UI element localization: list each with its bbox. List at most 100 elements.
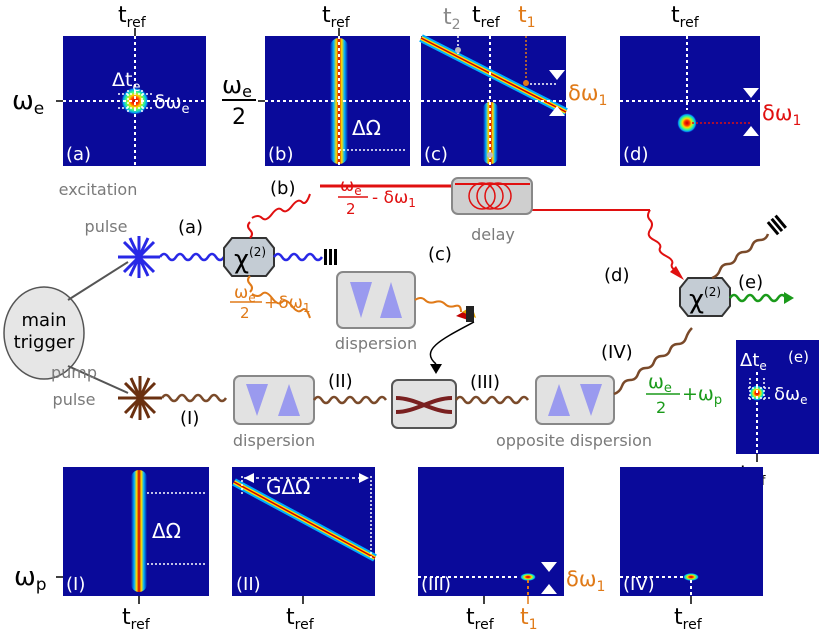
t-ref-I: t xyxy=(122,605,131,630)
svg-text:δωe: δωe xyxy=(774,384,807,407)
panel-d-label: (d) xyxy=(623,144,648,165)
svg-text:- δω1: - δω1 xyxy=(372,188,416,210)
svg-text:tref: tref xyxy=(322,3,351,31)
optical-switch xyxy=(391,379,457,429)
omega-e-minus: ω xyxy=(340,176,354,196)
chi2-crystal-2: χ(2) xyxy=(679,277,731,317)
panel-c-ref: (c) xyxy=(428,244,452,265)
beam-block-2 xyxy=(766,214,787,236)
t-ref-c: t xyxy=(472,3,481,28)
dispersion-prism-bottom xyxy=(233,375,315,425)
svg-text:ωe: ωe xyxy=(12,86,44,119)
panel-c: (c) xyxy=(419,34,568,166)
t-ref-a: t xyxy=(118,3,127,28)
excitation-pulse-icon xyxy=(118,236,160,278)
svg-text:tref: tref xyxy=(674,605,703,633)
delta-omega-e-label: δω xyxy=(154,91,182,113)
opposite-dispersion-prism xyxy=(535,375,615,425)
minus-dw1-label: - δω xyxy=(372,188,408,208)
svg-text:tref: tref xyxy=(122,605,151,633)
omega-p-axis: ω xyxy=(14,562,36,592)
dispersion-top-label: dispersion xyxy=(335,334,417,353)
svg-text:δω1: δω1 xyxy=(568,81,607,109)
svg-text:ωe: ωe xyxy=(648,371,672,396)
panel-IV: (IV) xyxy=(620,467,763,596)
delta-omega-1-III: δω xyxy=(566,567,596,591)
panel-a-ref: (a) xyxy=(178,217,203,238)
trigger-label: trigger xyxy=(14,332,75,353)
t-ref-III: t xyxy=(466,605,475,630)
panel-I-ref: (I) xyxy=(180,408,199,429)
panel-IV-label: (IV) xyxy=(623,574,655,595)
svg-text:2: 2 xyxy=(656,398,666,417)
panel-III: (III) xyxy=(418,467,564,596)
delta-Omega-I: ΔΩ xyxy=(152,519,181,543)
panel-e-ref: (e) xyxy=(738,272,763,293)
panel-d-ref: (d) xyxy=(604,265,629,286)
plus-wp-label: +ω xyxy=(682,383,714,405)
panel-I-label: (I) xyxy=(66,574,85,595)
panel-d: (d) xyxy=(620,36,760,166)
delay-label: delay xyxy=(471,225,515,244)
delta-omega-e-e: δω xyxy=(774,384,800,405)
panel-c-label: (c) xyxy=(424,144,448,165)
svg-text:δω1: δω1 xyxy=(762,101,801,129)
panel-b-label: (b) xyxy=(268,144,293,165)
panel-I: ΔΩ (I) xyxy=(63,467,209,596)
photodetector-icon xyxy=(456,306,476,322)
excitation-pulse-label: pulse xyxy=(85,217,128,236)
panel-III-label: (III) xyxy=(421,574,451,595)
delta-t-e-label: Δt xyxy=(112,69,132,91)
pump-label: pump xyxy=(51,363,97,382)
t-ref-b: t xyxy=(322,3,331,28)
main-label: main xyxy=(22,310,67,331)
svg-text:+ωp: +ωp xyxy=(682,383,722,408)
panel-b-ref: (b) xyxy=(270,178,295,199)
svg-text:2: 2 xyxy=(346,200,356,218)
svg-text:ωe: ωe xyxy=(340,176,362,198)
svg-text:tref: tref xyxy=(118,3,147,31)
svg-text:tref: tref xyxy=(671,3,700,31)
pump-pulse-icon xyxy=(118,376,162,420)
delta-Omega-b: ΔΩ xyxy=(352,116,381,140)
beam-block-1 xyxy=(324,249,337,265)
svg-text:+δω1: +δω1 xyxy=(264,293,311,315)
half-two: 2 xyxy=(232,105,246,130)
opposite-dispersion-label: opposite dispersion xyxy=(496,431,652,450)
pump-pulse-label: pulse xyxy=(53,390,96,409)
plus-dw1-label: +δω xyxy=(264,293,303,313)
delta-omega-1-c: δω xyxy=(568,81,598,105)
svg-text:χ(2): χ(2) xyxy=(689,285,721,315)
panel-II: GΔΩ (II) xyxy=(232,467,377,596)
svg-text:ωe: ωe xyxy=(222,71,252,101)
t1-III: t xyxy=(520,605,529,630)
t-ref-d: t xyxy=(671,3,680,28)
panel-III-ref: (III) xyxy=(470,372,500,393)
panel-II-ref: (II) xyxy=(328,371,353,392)
t1-label: t xyxy=(518,3,527,28)
svg-text:δωe: δωe xyxy=(154,91,190,117)
svg-text:t1: t1 xyxy=(518,3,536,31)
svg-text:tref: tref xyxy=(466,605,495,633)
t-ref-II: t xyxy=(286,605,295,630)
omega-e-plus-p: ω xyxy=(648,371,664,393)
svg-text:t2: t2 xyxy=(443,5,461,33)
svg-text:Δte: Δte xyxy=(112,69,140,95)
svg-text:Δte: Δte xyxy=(740,350,767,373)
panel-e: Δte (e) δωe xyxy=(736,340,819,454)
main-trigger-node xyxy=(3,286,85,380)
t-ref-IV: t xyxy=(674,605,683,630)
svg-text:2: 2 xyxy=(240,304,250,322)
panel-IV-ref: (IV) xyxy=(601,342,633,363)
chi2-crystal-1: χ(2) xyxy=(223,237,275,277)
delta-t-e-e: Δt xyxy=(740,350,759,371)
panel-b: ΔΩ (b) xyxy=(265,36,410,166)
svg-text:χ(2): χ(2) xyxy=(234,245,266,275)
svg-text:tref: tref xyxy=(472,3,501,31)
panel-a-label: (a) xyxy=(66,144,91,165)
svg-text:ωp: ωp xyxy=(14,562,47,595)
delta-omega-1-d: δω xyxy=(762,101,792,125)
panel-II-label: (II) xyxy=(236,574,261,595)
omega-e-plus: ω xyxy=(234,283,248,303)
omega-e-half: ω xyxy=(222,71,242,99)
